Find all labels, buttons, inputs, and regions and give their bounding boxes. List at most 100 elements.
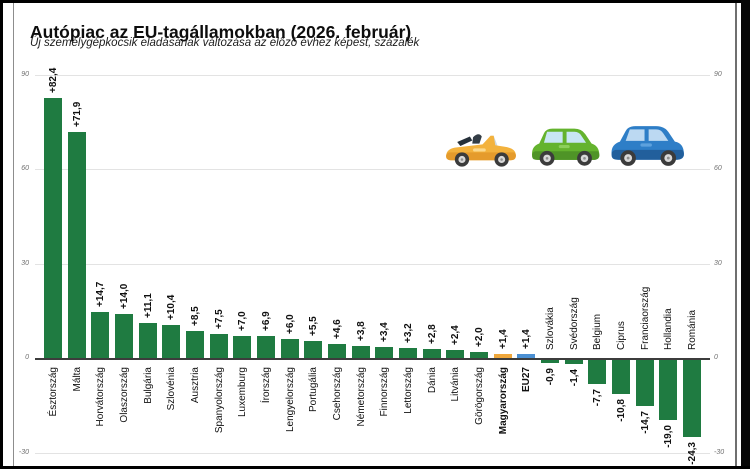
bar-Ausztria (186, 331, 205, 358)
bar-category-label: Magyarország (497, 367, 509, 435)
bar-value-label: +7,5 (213, 309, 225, 330)
y-tick-right-90: 90 (714, 70, 722, 78)
right-inner-frame-line (735, 3, 737, 466)
bar-value-label: -19,0 (663, 424, 675, 448)
y-tick-right--30: -30 (714, 448, 725, 456)
bar-value-label: +2,8 (426, 324, 438, 345)
bar-value-label: +71,9 (71, 101, 83, 127)
bar-Horvátország (91, 311, 110, 358)
bar-Hollandia (659, 360, 678, 420)
bar-value-label: -10,8 (616, 399, 628, 422)
bar-Németország (351, 346, 370, 358)
y-tick-right-0: 0 (714, 354, 718, 361)
green-car-icon (532, 128, 600, 166)
y-tick-left--30: -30 (18, 448, 29, 456)
bar-category-label: Olaszország (119, 367, 130, 423)
bar-category-label: Bulgária (142, 367, 154, 404)
bar-category-label: Belgium (592, 313, 604, 350)
bar-category-label: Portugália (308, 367, 320, 413)
bar-Lettország (399, 347, 418, 358)
bar-value-label: +14,7 (95, 281, 107, 307)
bottom-frame-edge (0, 466, 750, 469)
yellow-convertible-icon (446, 134, 516, 167)
bar-category-label: Lettország (403, 367, 415, 414)
gridline--30 (35, 453, 710, 454)
x-axis-zero-line (35, 358, 710, 360)
bar-value-label: +11,1 (142, 293, 154, 319)
bar-Dánia (422, 349, 441, 358)
bar-Luxemburg (233, 335, 252, 358)
bar-Szlovákia (541, 360, 560, 363)
gridline-90 (35, 75, 710, 76)
bar-value-label: +3,8 (355, 321, 367, 342)
page-subtitle: Új személygépkocsik eladásának változása… (30, 37, 420, 49)
left-frame-edge (0, 0, 3, 469)
bar-value-label: -7,7 (592, 389, 604, 407)
right-frame-edge (741, 0, 750, 469)
bar-Portugália (304, 340, 323, 358)
bar-category-label: Litvánia (450, 367, 462, 402)
bar-Spanyolország (209, 334, 228, 358)
bar-value-label: -0,9 (545, 367, 557, 386)
bar-value-label: +7,0 (237, 311, 249, 331)
y-tick-left-0: 0 (25, 354, 29, 361)
gridline-60 (35, 169, 710, 170)
y-tick-left-90: 90 (21, 70, 29, 78)
bar-value-label: -24,3 (687, 441, 699, 465)
bar-category-label: Hollandia (663, 308, 675, 350)
top-frame-edge (0, 0, 750, 3)
bar-value-label: +2,0 (474, 326, 486, 347)
bar-category-label: Horvátország (95, 367, 107, 427)
bar-category-label: Franciaország (639, 286, 651, 350)
bar-category-label: Finnország (379, 367, 391, 417)
bar-Csehország (328, 343, 347, 358)
left-inner-frame-line (13, 3, 14, 466)
bar-category-label: Németország (355, 367, 367, 427)
bar-category-label: Ausztria (190, 367, 202, 404)
bar-Belgium (588, 360, 607, 385)
bar-Észtország (44, 98, 62, 358)
y-tick-left-60: 60 (21, 165, 29, 172)
bar-value-label: +10,4 (166, 294, 178, 321)
bar-Bulgária (138, 323, 157, 358)
bar-value-label: +1,4 (497, 328, 509, 349)
bar-value-label: +3,4 (379, 322, 391, 343)
bar-Görögország (470, 351, 489, 358)
bar-Litvánia (446, 350, 465, 358)
gridline-30 (35, 264, 710, 265)
bar-EU27 (517, 353, 536, 358)
bar-value-label: +6,0 (284, 314, 296, 335)
bar-Málta (67, 131, 86, 358)
bar-category-label: EU27 (521, 367, 533, 393)
bar-value-label: +6,9 (261, 311, 273, 332)
bar-Ciprus (612, 360, 631, 395)
bar-Finnország (375, 347, 394, 358)
bar-category-label: Ciprus (616, 321, 628, 350)
bar-value-label: -1,4 (568, 369, 580, 387)
bar-category-label: Lengyelország (284, 367, 296, 433)
bar-category-label: Luxemburg (237, 367, 249, 418)
y-tick-right-60: 60 (714, 165, 722, 172)
bar-category-label: Görögország (474, 367, 486, 425)
bar-value-label: +2,4 (450, 325, 462, 346)
bar-Szlovénia (162, 325, 181, 358)
bar-category-label: Szlovénia (166, 367, 178, 411)
bar-category-label: Írország (261, 367, 273, 404)
bar-value-label: -14,7 (639, 411, 651, 435)
bar-category-label: Csehország (332, 367, 344, 421)
bar-Olaszország (115, 313, 133, 358)
bar-Románia (683, 360, 702, 437)
bar-category-label: Málta (71, 367, 83, 392)
bar-category-label: Szlovákia (545, 307, 557, 350)
bar-Magyarország (493, 353, 512, 358)
blue-car-icon (611, 126, 684, 166)
bar-value-label: +8,5 (190, 306, 202, 327)
bar-Írország (257, 336, 276, 358)
bar-value-label: +4,6 (332, 318, 344, 339)
bar-category-label: Spanyolország (213, 367, 225, 434)
bar-category-label: Románia (687, 309, 699, 350)
bar-Lengyelország (280, 339, 299, 358)
bar-category-label: Dánia (426, 367, 438, 394)
bar-value-label: +5,5 (308, 315, 320, 336)
